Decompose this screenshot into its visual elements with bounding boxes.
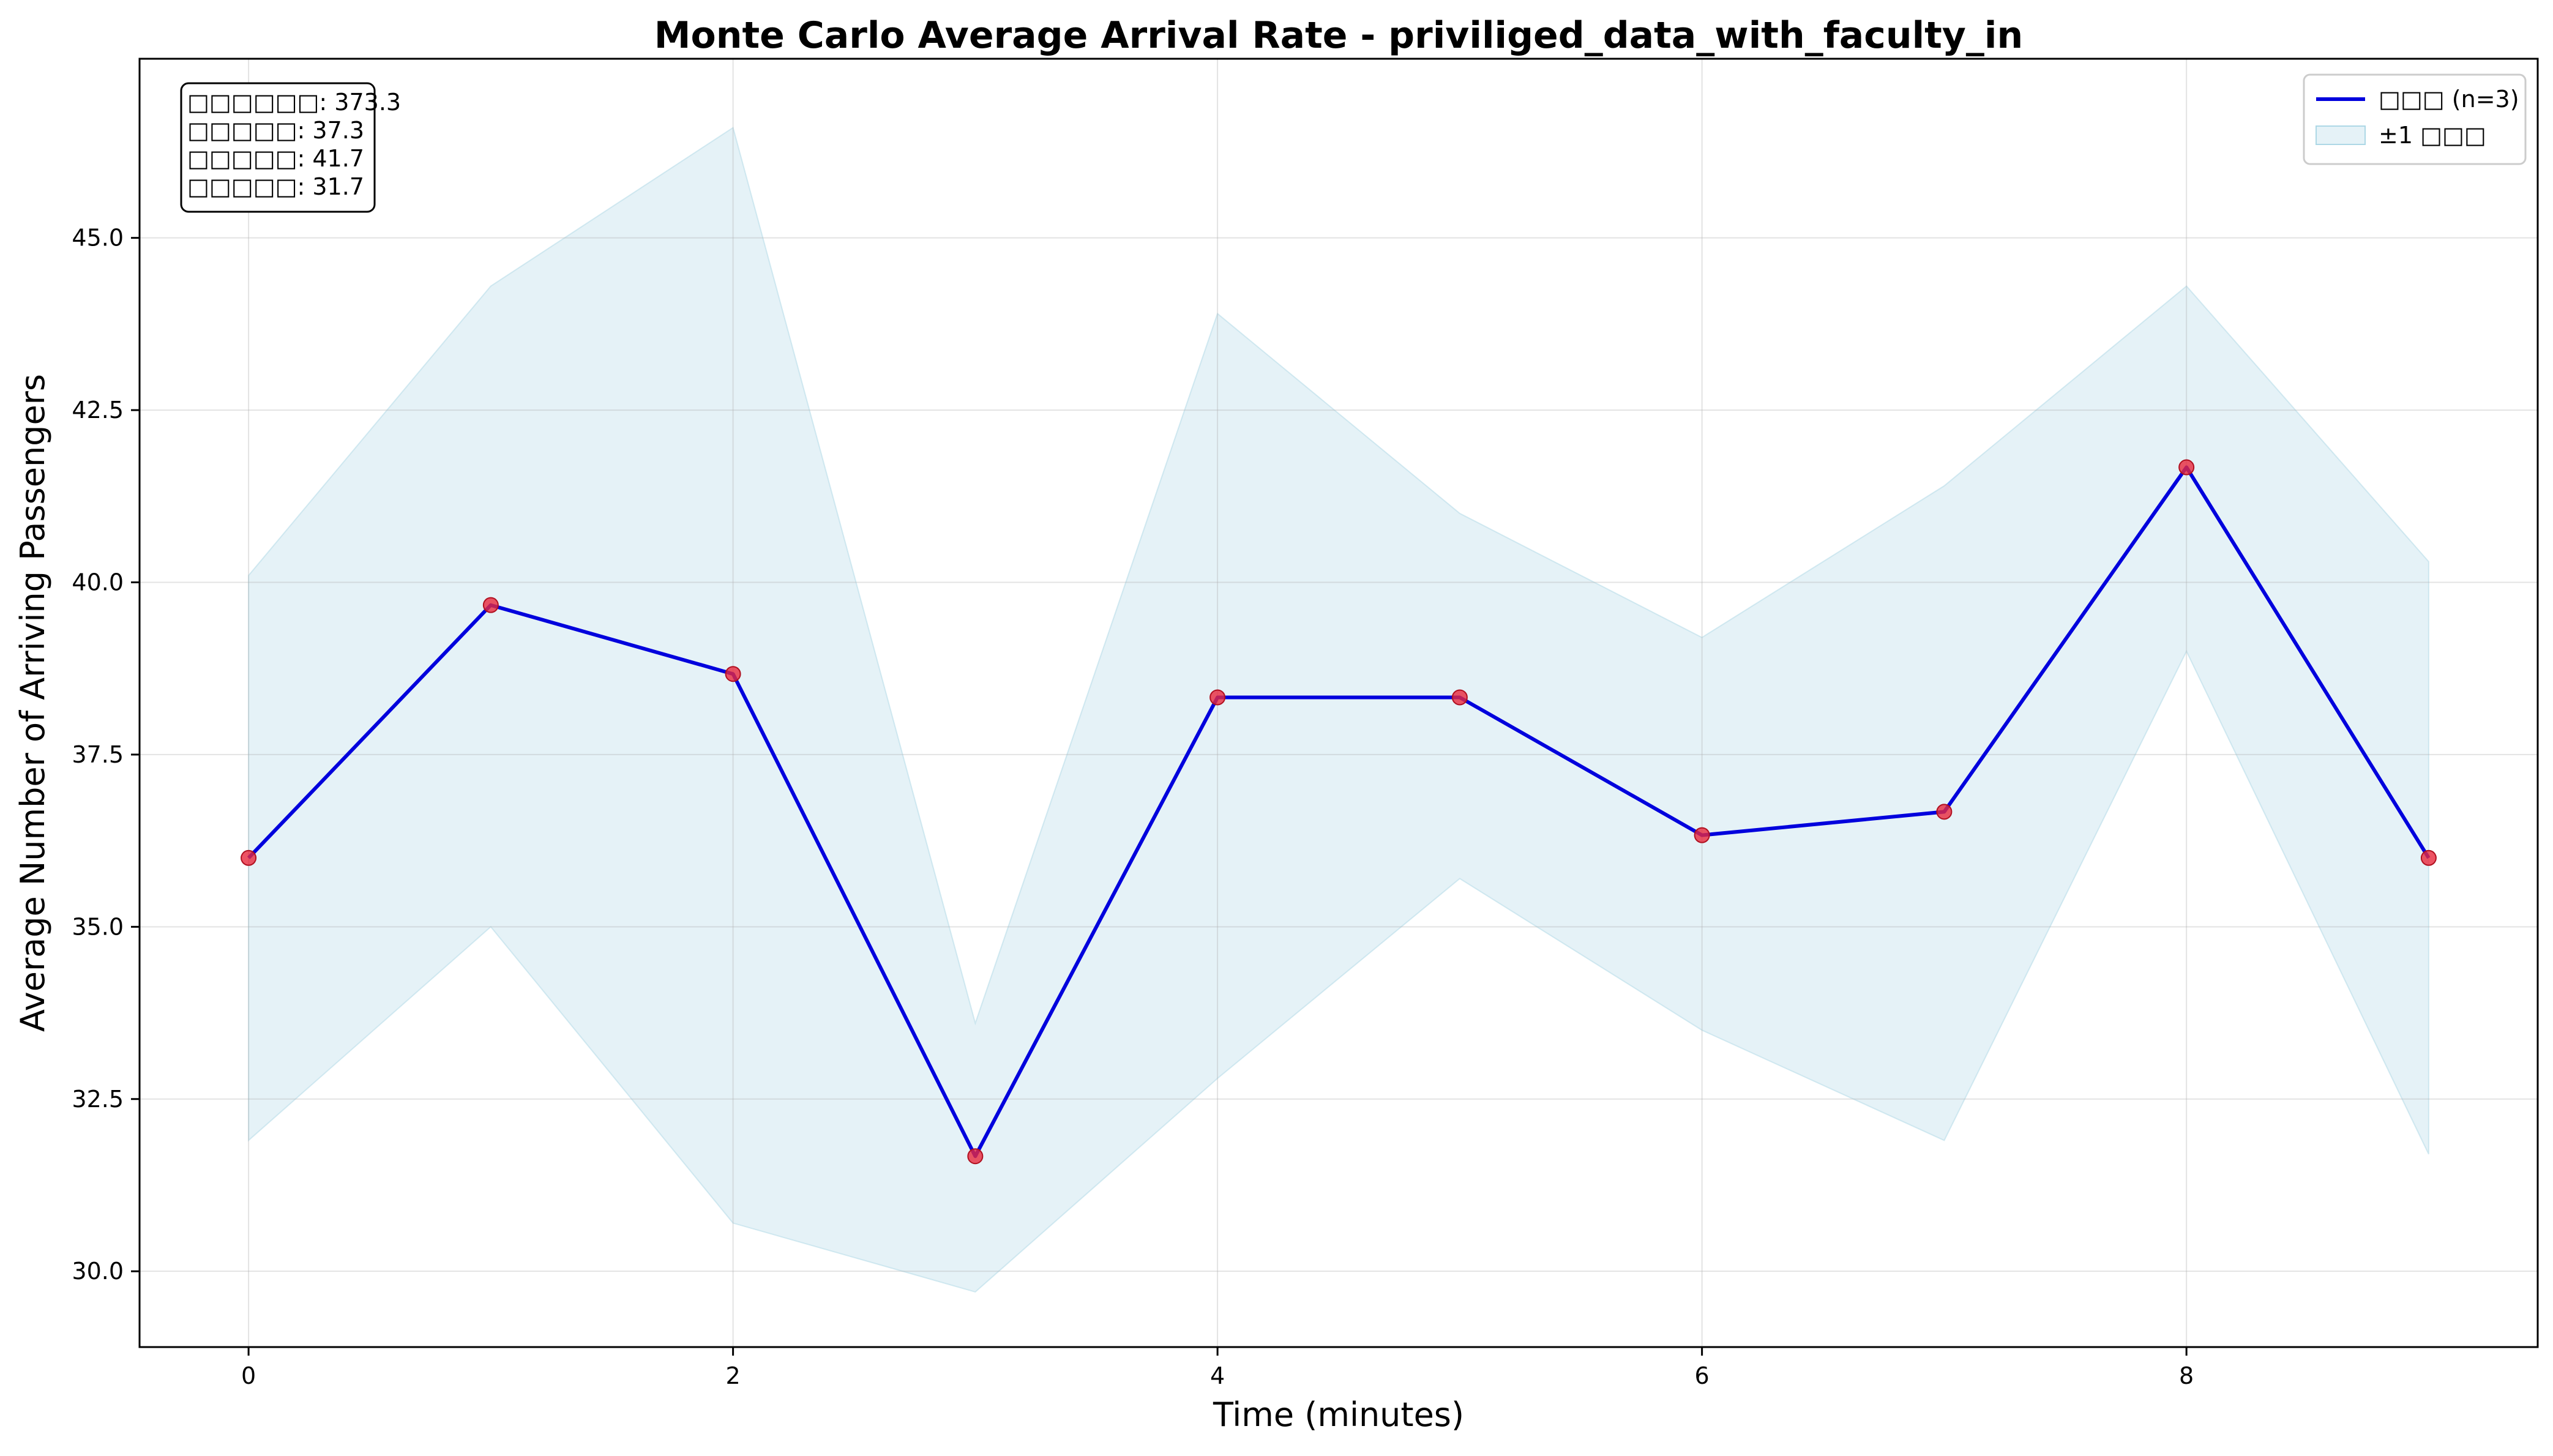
- y-tick-label: 35.0: [72, 913, 124, 940]
- stats-line: □□□□□: 31.7: [187, 173, 364, 200]
- std-band-area: [248, 127, 2429, 1293]
- y-tick-label: 42.5: [72, 397, 124, 424]
- data-point: [2420, 849, 2437, 866]
- y-tick-label: 37.5: [72, 741, 124, 768]
- y-tick-label: 30.0: [72, 1258, 124, 1285]
- x-tick-label: 2: [726, 1362, 741, 1389]
- data-point: [967, 1148, 984, 1165]
- x-tick-label: 4: [1210, 1362, 1225, 1389]
- stats-line: □□□□□: 41.7: [187, 145, 364, 172]
- data-point: [1209, 689, 1226, 706]
- axes-frame: [138, 58, 2539, 1348]
- data-point: [482, 597, 499, 613]
- data-point: [2178, 459, 2195, 476]
- data-point: [1451, 689, 1468, 706]
- mean-series-line: [247, 465, 2431, 1159]
- data-point: [725, 666, 741, 682]
- x-tick-label: 8: [2179, 1362, 2194, 1389]
- x-axis-label: Time (minutes): [1213, 1395, 1464, 1434]
- y-axis-label: Average Number of Arriving Passengers: [13, 374, 52, 1032]
- stats-box: [180, 82, 376, 213]
- data-point: [1936, 804, 1953, 820]
- legend-label-band: ±1 □□□: [2379, 122, 2486, 149]
- stats-line: □□□□□: 37.3: [187, 117, 364, 144]
- data-point: [1694, 827, 1710, 843]
- plot-area: [140, 59, 2538, 1347]
- y-tick-label: 32.5: [72, 1086, 124, 1113]
- y-tick-label: 45.0: [72, 225, 124, 252]
- data-point: [241, 849, 257, 866]
- legend-band-swatch: [2316, 125, 2366, 145]
- chart-title: Monte Carlo Average Arrival Rate - privi…: [654, 14, 2023, 57]
- stats-line: □□□□□□: 373.3: [187, 89, 401, 116]
- x-tick-label: 0: [241, 1362, 256, 1389]
- legend-label-mean: □□□ (n=3): [2379, 86, 2519, 113]
- y-tick-label: 40.0: [72, 569, 124, 596]
- x-tick-label: 6: [1695, 1362, 1710, 1389]
- legend-box: [2303, 73, 2527, 165]
